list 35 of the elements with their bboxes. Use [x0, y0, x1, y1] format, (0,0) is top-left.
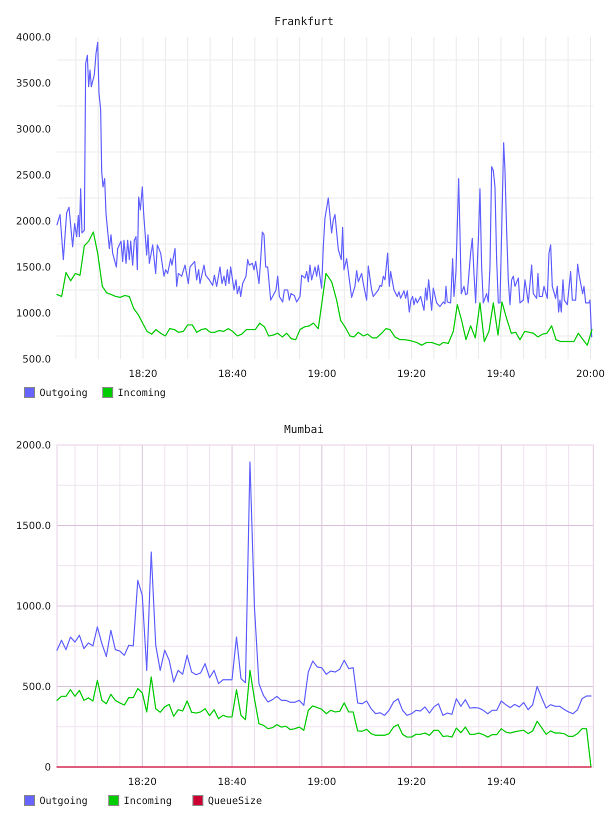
y-tick-label: 4000.0: [16, 32, 51, 44]
x-tick-label: 19:40: [486, 369, 516, 380]
y-tick-label: 1000.0: [16, 308, 51, 320]
y-tick-label: 3000.0: [16, 124, 51, 136]
x-tick-label: 19:40: [486, 777, 516, 788]
line-series: [56, 670, 592, 768]
legend-label: Outgoing: [40, 388, 88, 399]
y-tick-label: 2000.0: [16, 440, 51, 452]
x-tick-label: 18:20: [128, 777, 157, 788]
x-tick-label: 18:40: [218, 777, 246, 788]
line-series: [56, 231, 593, 346]
x-tick-label: 19:00: [308, 369, 336, 380]
y-tick-label: 2000.0: [16, 216, 51, 228]
y-tick-label: 1500.0: [16, 262, 51, 274]
x-tick-label: 19:20: [397, 369, 426, 380]
x-tick-label: 19:00: [307, 777, 336, 788]
x-tick-label: 18:40: [218, 369, 247, 380]
legend-label: Incoming: [124, 796, 172, 807]
x-tick-label: 19:20: [397, 777, 426, 788]
y-tick-label: 3500.0: [16, 78, 51, 90]
chart-title: Frankfurt: [274, 15, 334, 28]
y-tick-label: 1000.0: [16, 602, 51, 613]
legend-label: Incoming: [118, 388, 166, 399]
y-tick-label: 0: [44, 762, 51, 774]
y-tick-label: 500.0: [22, 682, 51, 694]
line-series: [56, 42, 592, 338]
x-tick-label: 18:20: [128, 369, 158, 380]
y-tick-label: 2500.0: [16, 170, 51, 182]
x-tick-label: 20:00: [576, 369, 605, 380]
legend-label: Outgoing: [40, 796, 88, 807]
legend-label: QueueSize: [208, 796, 262, 807]
y-tick-label: 500.0: [22, 354, 51, 366]
line-series: [56, 461, 592, 716]
y-tick-label: 1500.0: [16, 521, 51, 532]
chart-title: Mumbai: [284, 423, 324, 436]
